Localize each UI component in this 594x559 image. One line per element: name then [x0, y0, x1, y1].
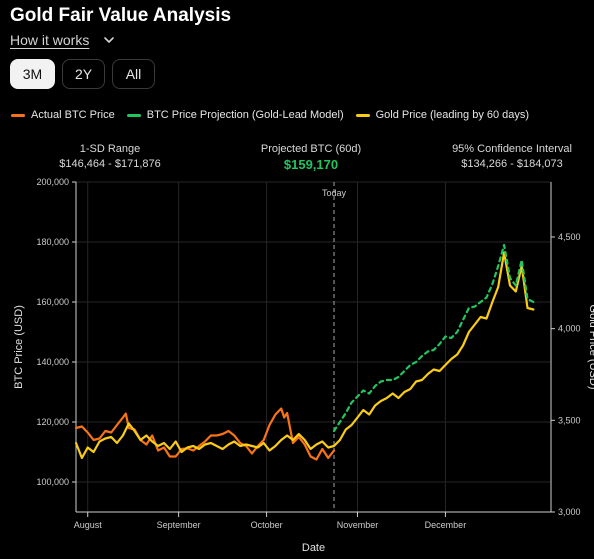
- y2-tick-label: 3,500: [558, 415, 581, 425]
- stat-sd-value: $146,464 - $171,876: [59, 158, 161, 170]
- x-tick-label: October: [251, 520, 283, 530]
- y-tick-label: 180,000: [36, 237, 69, 247]
- stat-confidence: 95% Confidence Interval $134,266 - $184,…: [432, 142, 592, 172]
- y2-tick-label: 4,500: [558, 232, 581, 242]
- stat-proj-label: Projected BTC (60d): [260, 143, 362, 155]
- stat-ci-label: 95% Confidence Interval: [452, 143, 572, 155]
- y-tick-label: 100,000: [36, 477, 69, 487]
- series-line-projection: [332, 243, 535, 433]
- y-tick-label: 200,000: [36, 177, 69, 187]
- stat-sd-range: 1-SD Range $146,464 - $171,876: [40, 142, 180, 172]
- legend-label-projection: BTC Price Projection (Gold-Lead Model): [146, 109, 344, 121]
- y-tick-label: 140,000: [36, 357, 69, 367]
- x-tick-label: November: [337, 520, 379, 530]
- tab-3m[interactable]: 3M: [10, 59, 55, 89]
- stat-sd-label: 1-SD Range: [79, 143, 141, 155]
- tab-all[interactable]: All: [112, 59, 155, 89]
- x-tick-label: December: [425, 520, 467, 530]
- stat-proj-value: $159,170: [283, 157, 339, 172]
- legend-swatch-actual: [11, 113, 25, 117]
- x-tick-label: September: [157, 520, 201, 530]
- y-tick-label: 160,000: [36, 297, 69, 307]
- legend-item-actual-btc[interactable]: Actual BTC Price: [11, 109, 115, 121]
- series-line-actual-btc: [74, 407, 336, 461]
- legend-label-actual: Actual BTC Price: [31, 109, 115, 121]
- y2-tick-label: 3,000: [558, 507, 581, 517]
- legend-swatch-projection: [126, 113, 141, 117]
- how-it-works-label: How it works: [10, 32, 90, 48]
- page-title: Gold Fair Value Analysis: [10, 5, 232, 26]
- stat-projected: Projected BTC (60d) $159,170: [240, 142, 382, 172]
- legend-label-gold: Gold Price (leading by 60 days): [375, 109, 530, 121]
- series-line-gold: [74, 251, 535, 460]
- x-tick-label: August: [74, 520, 103, 530]
- y-tick-label: 120,000: [36, 417, 69, 427]
- legend-item-gold[interactable]: Gold Price (leading by 60 days): [355, 109, 530, 121]
- legend-item-projection[interactable]: BTC Price Projection (Gold-Lead Model): [126, 109, 344, 121]
- chart-legend: Actual BTC Price BTC Price Projection (G…: [11, 109, 541, 121]
- chevron-down-icon: [104, 37, 115, 43]
- tab-2y[interactable]: 2Y: [62, 59, 105, 89]
- how-it-works-toggle[interactable]: How it works: [10, 32, 115, 48]
- y-axis-title: BTC Price (USD): [13, 305, 25, 389]
- x-axis-title: Date: [302, 542, 325, 554]
- y2-axis-title: Gold Price (USD): [587, 305, 594, 390]
- stat-ci-value: $134,266 - $184,073: [461, 158, 563, 170]
- range-tabs: 3M 2Y All: [10, 59, 155, 89]
- legend-swatch-gold: [355, 113, 370, 117]
- y2-tick-label: 4,000: [558, 324, 581, 334]
- today-marker-label: Today: [322, 188, 347, 198]
